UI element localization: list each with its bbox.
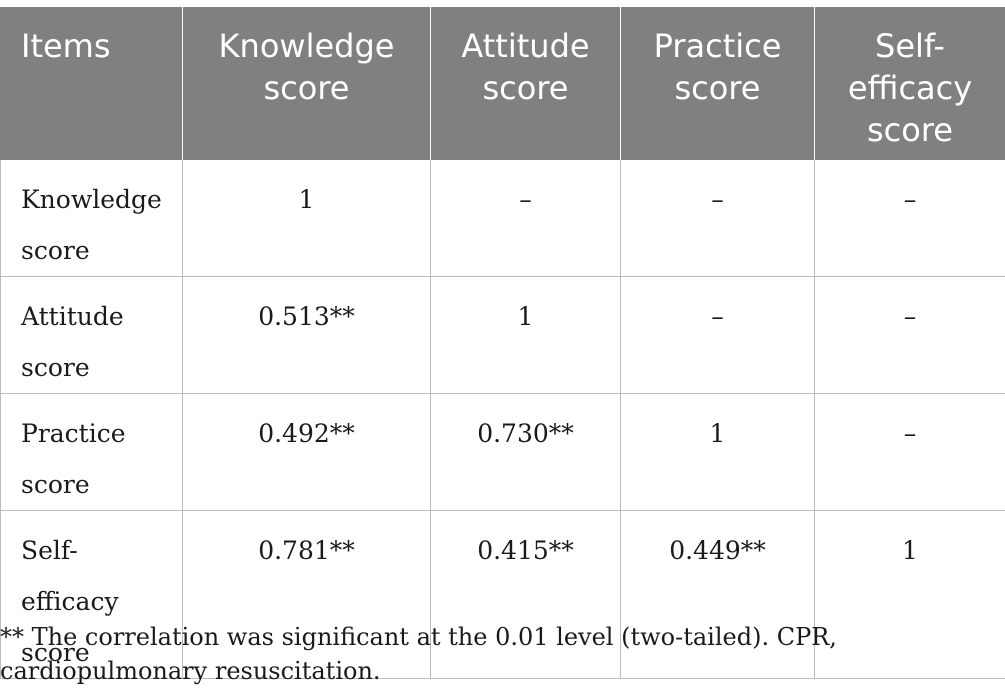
header-attitude-score: Attitude score xyxy=(430,7,621,160)
table-cell: 0.492** xyxy=(182,393,431,511)
table-cell: – xyxy=(814,160,1005,277)
table-cell: – xyxy=(620,160,815,277)
header-row: Items Knowledge score Attitude score Pra… xyxy=(0,7,1005,160)
table-cell: 0.730** xyxy=(430,393,621,511)
table-row: Knowledge score 1 – – – xyxy=(0,160,1005,277)
table-cell: 1 xyxy=(182,160,431,277)
table-cell: 0.781** xyxy=(182,510,431,679)
row-label: Practice score xyxy=(0,393,183,511)
table-cell: 1 xyxy=(430,276,621,394)
table-cell: – xyxy=(620,276,815,394)
header-practice-score: Practice score xyxy=(620,7,815,160)
table-cell: 0.513** xyxy=(182,276,431,394)
table-cell: – xyxy=(814,393,1005,511)
header-items: Items xyxy=(0,7,183,160)
table-cell: 1 xyxy=(620,393,815,511)
header-knowledge-score: Knowledge score xyxy=(182,7,431,160)
table-cell: 0.449** xyxy=(620,510,815,679)
row-label: Self-efficacy score xyxy=(0,510,183,679)
table-cell: 0.415** xyxy=(430,510,621,679)
row-label: Attitude score xyxy=(0,276,183,394)
table-cell: – xyxy=(814,276,1005,394)
table-footnote: ** The correlation was significant at th… xyxy=(0,623,837,685)
table-cell: – xyxy=(430,160,621,277)
table-header: Items Knowledge score Attitude score Pra… xyxy=(0,7,1005,160)
row-label: Knowledge score xyxy=(0,160,183,277)
table-row: Self-efficacy score 0.781** 0.415** 0.44… xyxy=(0,510,1005,679)
correlation-table: Items Knowledge score Attitude score Pra… xyxy=(0,7,1005,679)
correlation-table-container: Items Knowledge score Attitude score Pra… xyxy=(0,7,1005,679)
table-row: Attitude score 0.513** 1 – – xyxy=(0,276,1005,394)
table-row: Practice score 0.492** 0.730** 1 – xyxy=(0,393,1005,511)
table-body: Knowledge score 1 – – – Attitude score 0… xyxy=(0,160,1005,679)
table-cell: 1 xyxy=(814,510,1005,679)
header-self-efficacy-score: Self-efficacy score xyxy=(814,7,1005,160)
